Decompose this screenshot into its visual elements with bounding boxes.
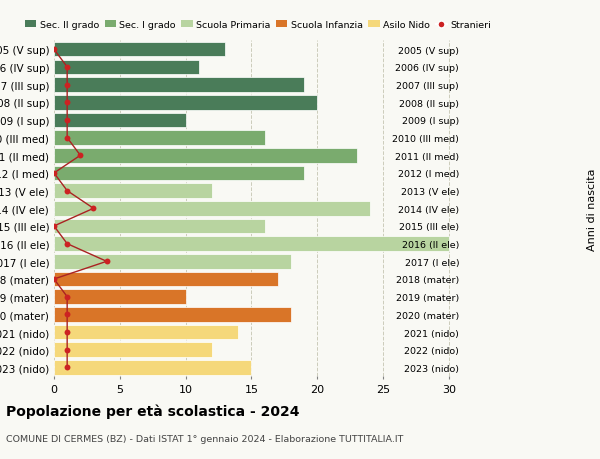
Point	[62, 346, 72, 353]
Point	[62, 64, 72, 72]
Bar	[54, 166, 304, 181]
Bar	[54, 149, 357, 163]
Point	[62, 134, 72, 142]
Point	[62, 82, 72, 89]
Bar	[54, 290, 185, 304]
Point	[49, 170, 59, 177]
Bar	[54, 43, 225, 57]
Point	[62, 117, 72, 124]
Point	[76, 152, 85, 160]
Bar	[54, 78, 304, 93]
Point	[62, 99, 72, 106]
Point	[62, 241, 72, 248]
Bar	[54, 219, 265, 234]
Point	[62, 188, 72, 195]
Bar	[54, 96, 317, 110]
Bar	[54, 343, 212, 357]
Point	[62, 329, 72, 336]
Bar	[54, 255, 291, 269]
Point	[49, 223, 59, 230]
Point	[62, 311, 72, 319]
Bar	[54, 61, 199, 75]
Bar	[54, 131, 265, 146]
Bar	[54, 202, 370, 216]
Bar	[54, 325, 238, 340]
Text: Anni di nascita: Anni di nascita	[587, 168, 597, 250]
Bar	[54, 308, 291, 322]
Text: COMUNE DI CERMES (BZ) - Dati ISTAT 1° gennaio 2024 - Elaborazione TUTTITALIA.IT: COMUNE DI CERMES (BZ) - Dati ISTAT 1° ge…	[6, 434, 403, 443]
Legend: Sec. II grado, Sec. I grado, Scuola Primaria, Scuola Infanzia, Asilo Nido, Stran: Sec. II grado, Sec. I grado, Scuola Prim…	[25, 21, 491, 30]
Bar	[54, 360, 251, 375]
Point	[49, 46, 59, 54]
Text: Popolazione per età scolastica - 2024: Popolazione per età scolastica - 2024	[6, 404, 299, 419]
Point	[49, 276, 59, 283]
Bar	[54, 272, 278, 286]
Bar	[54, 113, 185, 128]
Point	[62, 364, 72, 371]
Point	[89, 205, 98, 213]
Bar	[54, 184, 212, 198]
Point	[102, 258, 112, 265]
Bar	[54, 237, 449, 252]
Point	[62, 293, 72, 301]
